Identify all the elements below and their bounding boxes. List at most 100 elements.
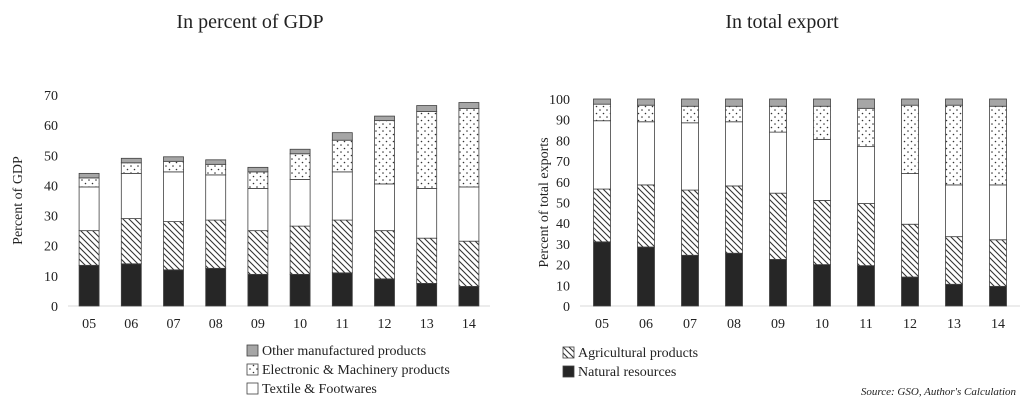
left-bar-segment — [331, 219, 353, 274]
right-bar-segment — [769, 131, 787, 194]
left-bar-segment — [289, 148, 311, 155]
right-x-tick-label: 10 — [815, 317, 829, 332]
left-bar-segment — [205, 267, 227, 307]
right-bar-segment — [725, 252, 743, 307]
right-bar-segment — [989, 105, 1007, 186]
right-bar-segment — [593, 98, 611, 105]
left-bar-segment — [78, 177, 100, 188]
right-bar-segment — [901, 98, 919, 106]
left-bar-segment — [163, 269, 184, 307]
right-y-tick-label: 20 — [556, 259, 570, 274]
left-bar-segment — [120, 172, 142, 219]
left-bar-segment — [458, 240, 480, 287]
left-bar-segment — [205, 219, 227, 269]
right-legend-swatch — [562, 346, 575, 359]
left-bar-segment — [163, 221, 184, 271]
right-x-tick-label: 14 — [991, 317, 1005, 332]
right-bar-segment — [857, 146, 875, 204]
right-legend-label: Natural resources — [578, 365, 676, 380]
left-bar-segment — [331, 132, 353, 141]
left-bar-segment — [120, 157, 142, 164]
left-bar-segment — [374, 183, 395, 232]
left-bar-segment — [331, 139, 353, 173]
right-bar-segment — [813, 264, 831, 307]
right-x-tick-label: 08 — [727, 317, 741, 332]
right-bar-segment — [945, 283, 963, 307]
left-bar-segment — [78, 230, 100, 266]
right-bar-segment — [637, 184, 655, 248]
right-y-tick-label: 50 — [556, 197, 570, 212]
left-bar-segment — [247, 188, 269, 232]
right-bar-segment — [769, 192, 787, 260]
right-bar-segment — [681, 98, 699, 107]
right-bar-segment — [945, 184, 963, 238]
right-bar-segment — [989, 285, 1007, 307]
left-bar-segment — [458, 286, 480, 307]
left-bar-segment — [289, 153, 311, 180]
right-bar-segment — [901, 104, 919, 174]
left-chart: 0 10 20 30 40 50 60 70 Percent of GDP 05 06 07 08 09 1… — [11, 89, 490, 332]
left-bar-segment — [289, 225, 311, 275]
right-bar-segment — [901, 223, 919, 278]
right-x-tick-label: 06 — [639, 317, 653, 332]
right-bar-segment — [681, 189, 699, 256]
left-x-tick-label: 13 — [420, 317, 434, 332]
right-x-tick-label: 09 — [771, 317, 785, 332]
right-y-tick-label: 60 — [556, 176, 570, 191]
left-y-tick-label: 30 — [44, 210, 58, 225]
right-bar-segment — [637, 98, 655, 106]
left-y-tick-label: 60 — [44, 119, 58, 134]
left-legend-label: Other manufactured products — [262, 344, 426, 359]
right-y-tick-label: 30 — [556, 238, 570, 253]
right-bar-segment — [681, 122, 699, 191]
left-bar-segment — [163, 160, 184, 173]
left-y-tick-label: 70 — [44, 89, 58, 104]
right-bar-segment — [857, 265, 875, 307]
legend-right: Agricultural products Natural resources — [562, 346, 698, 380]
left-bar-segment — [78, 264, 100, 307]
right-x-tick-label: 07 — [683, 317, 697, 332]
left-legend-label: Textile & Footwares — [262, 382, 377, 397]
left-bar-segment — [78, 172, 100, 179]
left-y-tick-label: 10 — [44, 270, 58, 285]
right-bar-segment — [593, 120, 611, 190]
right-bar-segment — [901, 276, 919, 307]
left-y-tick-label: 50 — [44, 149, 58, 164]
left-bar-segment — [416, 188, 438, 239]
right-x-tick-label: 13 — [947, 317, 961, 332]
left-x-tick-label: 10 — [293, 317, 307, 332]
left-bar-segment — [416, 237, 438, 284]
left-bar-segment — [247, 273, 269, 307]
right-bar-segment — [945, 98, 963, 106]
right-y-tick-label: 90 — [556, 114, 570, 129]
left-bar-segment — [416, 111, 438, 189]
left-x-tick-label: 11 — [336, 317, 349, 332]
left-bar-segment — [163, 171, 184, 223]
right-chart-title: In total export — [725, 11, 839, 33]
left-bar-segment — [374, 115, 395, 122]
left-bar-segment — [247, 171, 269, 189]
right-bar-segment — [769, 259, 787, 307]
left-bar-segment — [374, 120, 395, 185]
left-bar-segment — [205, 159, 227, 165]
legend-left: Other manufactured products Electronic & … — [246, 344, 450, 397]
right-bar-segment — [857, 98, 875, 109]
left-x-tick-label: 12 — [378, 317, 392, 332]
right-bar-segment — [769, 105, 787, 133]
right-bar-segment — [593, 103, 611, 122]
right-bar-segment — [857, 203, 875, 267]
right-bar-segment — [593, 241, 611, 307]
right-bar-segment — [681, 105, 699, 124]
right-bar-segment — [989, 98, 1007, 107]
right-x-tick-label: 11 — [859, 317, 872, 332]
right-x-tick-label: 05 — [595, 317, 609, 332]
right-bar-segment — [813, 105, 831, 140]
right-y-tick-label: 40 — [556, 217, 570, 232]
right-y-tick-label: 10 — [556, 279, 570, 294]
left-bar-segment — [120, 263, 142, 307]
right-bar-segment — [813, 200, 831, 265]
left-bar-segment — [416, 105, 438, 112]
right-x-tick-label: 12 — [903, 317, 917, 332]
left-y-tick-label: 20 — [44, 240, 58, 255]
left-x-tick-label: 14 — [462, 317, 476, 332]
